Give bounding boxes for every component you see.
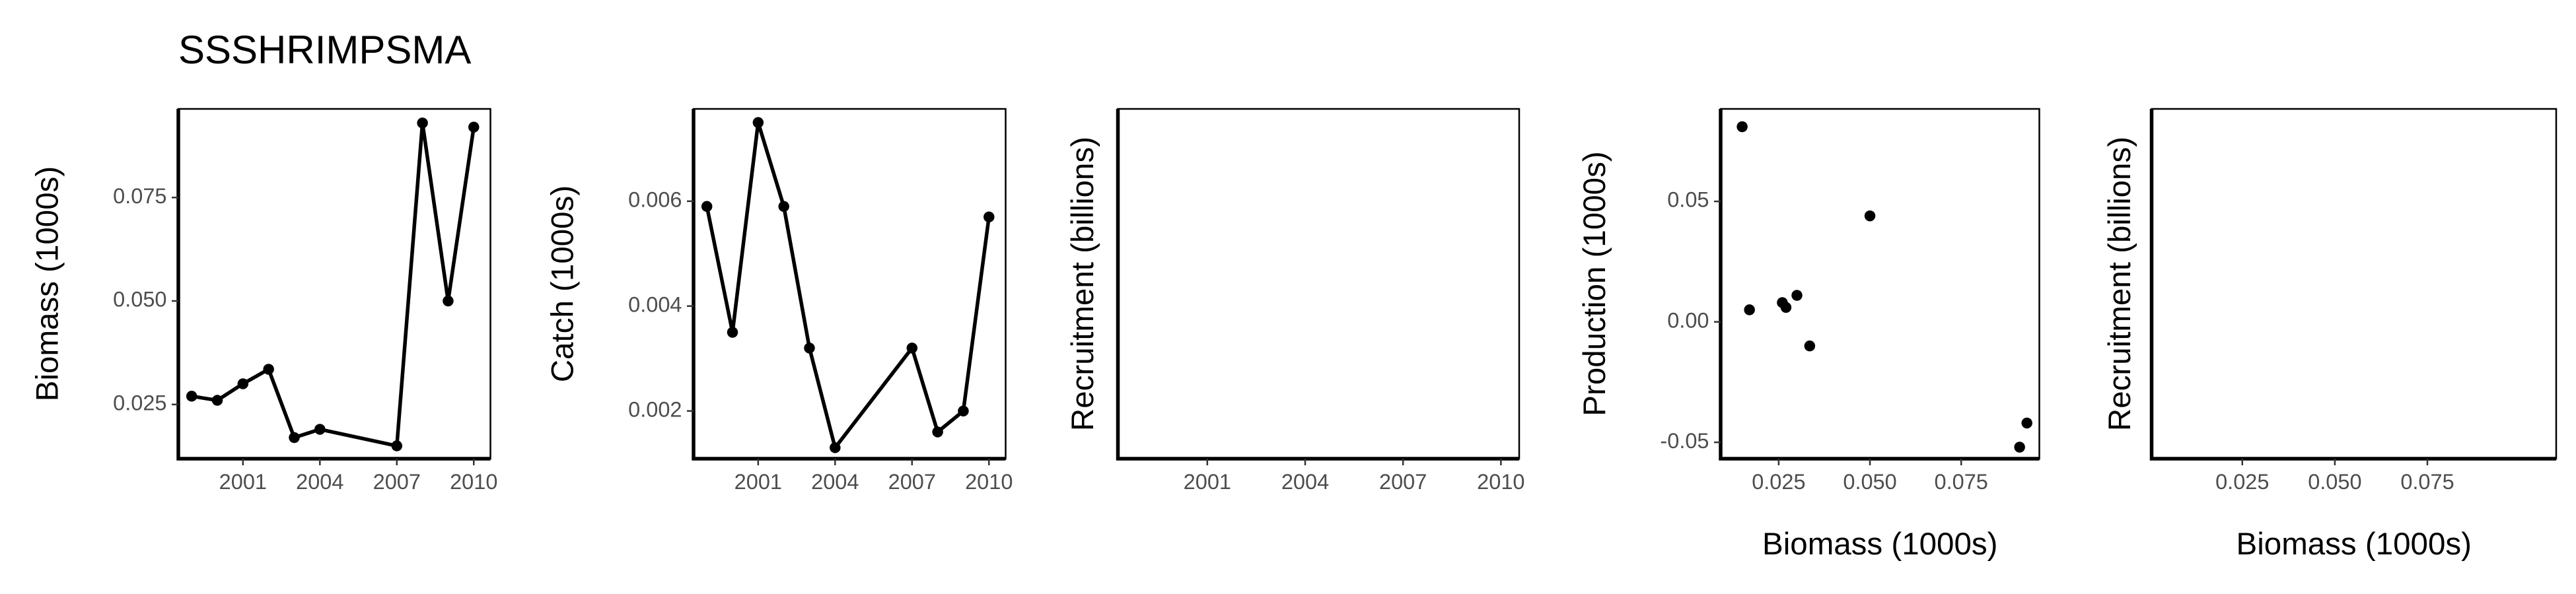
y-tick-label: 0.075: [113, 184, 166, 208]
point: [932, 426, 943, 438]
point: [468, 121, 480, 133]
point: [906, 343, 918, 354]
point: [211, 395, 223, 406]
point: [314, 424, 326, 435]
x-tick-label: 2007: [373, 470, 421, 494]
point: [417, 117, 428, 129]
y-axis-title: Recruitment (billions): [1065, 137, 1100, 431]
y-tick-label: 0.050: [113, 288, 166, 312]
y-tick-label: 0.05: [1667, 188, 1709, 212]
y-tick-label: 0.002: [628, 397, 682, 421]
point: [1736, 121, 1748, 133]
plot-frame: [1719, 108, 2040, 460]
y-tick-label: 0.006: [628, 187, 682, 211]
point: [830, 442, 841, 453]
y-axis-title: Catch (1000s): [546, 185, 581, 382]
plot-frame: [1117, 108, 1521, 460]
point: [1780, 302, 1792, 314]
x-tick-label: 2001: [734, 470, 782, 494]
x-tick-label: 2010: [965, 470, 1013, 494]
x-tick-label: 0.075: [2400, 470, 2454, 494]
x-axis-title: Biomass (1000s): [1762, 527, 1997, 562]
point: [289, 432, 300, 444]
point: [2021, 417, 2032, 429]
plot-frame: [692, 108, 1007, 460]
x-tick-label: 0.075: [1935, 470, 1988, 494]
x-tick-label: 2007: [1379, 470, 1427, 494]
y-tick-label: -0.05: [1660, 429, 1709, 453]
x-tick-label: 2004: [811, 470, 859, 494]
x-axis-title: Biomass (1000s): [2236, 527, 2472, 562]
x-tick-label: 2001: [1184, 470, 1231, 494]
line: [191, 121, 476, 448]
x-tick-label: 0.025: [1752, 470, 1805, 494]
point: [391, 440, 403, 451]
x-tick-label: 0.050: [2308, 470, 2361, 494]
plot-frame: [177, 108, 491, 460]
point: [727, 327, 738, 338]
chart-title: SSSHRIMPSMA: [178, 28, 471, 72]
point: [443, 295, 454, 307]
point: [1791, 290, 1803, 301]
point: [701, 201, 713, 213]
y-tick-label: 0.00: [1667, 308, 1709, 332]
y-axis-title: Production (1000s): [1577, 151, 1612, 416]
point: [1744, 304, 1755, 315]
y-tick-label: 0.025: [113, 391, 166, 414]
x-tick-label: 2004: [296, 470, 343, 494]
x-tick-label: 2004: [1281, 470, 1329, 494]
point: [778, 201, 789, 213]
point: [958, 405, 969, 416]
point: [1804, 340, 1816, 352]
point: [984, 211, 995, 222]
point: [186, 391, 197, 402]
point: [1864, 210, 1876, 222]
point: [237, 378, 249, 389]
y-axis-title: Biomass (1000s): [30, 166, 65, 401]
x-tick-label: 0.050: [1843, 470, 1896, 494]
plot-frame: [2151, 108, 2558, 460]
point: [2014, 442, 2025, 453]
x-tick-label: 2010: [450, 470, 497, 494]
x-tick-label: 2010: [1477, 470, 1524, 494]
y-axis-title: Recruitment (billions): [2102, 137, 2137, 431]
x-tick-label: 2001: [219, 470, 267, 494]
x-tick-label: 2007: [888, 470, 936, 494]
y-tick-label: 0.004: [628, 292, 682, 316]
point: [752, 117, 764, 128]
point: [804, 343, 815, 354]
line: [705, 120, 991, 450]
x-tick-label: 0.025: [2215, 470, 2269, 494]
point: [263, 364, 274, 375]
